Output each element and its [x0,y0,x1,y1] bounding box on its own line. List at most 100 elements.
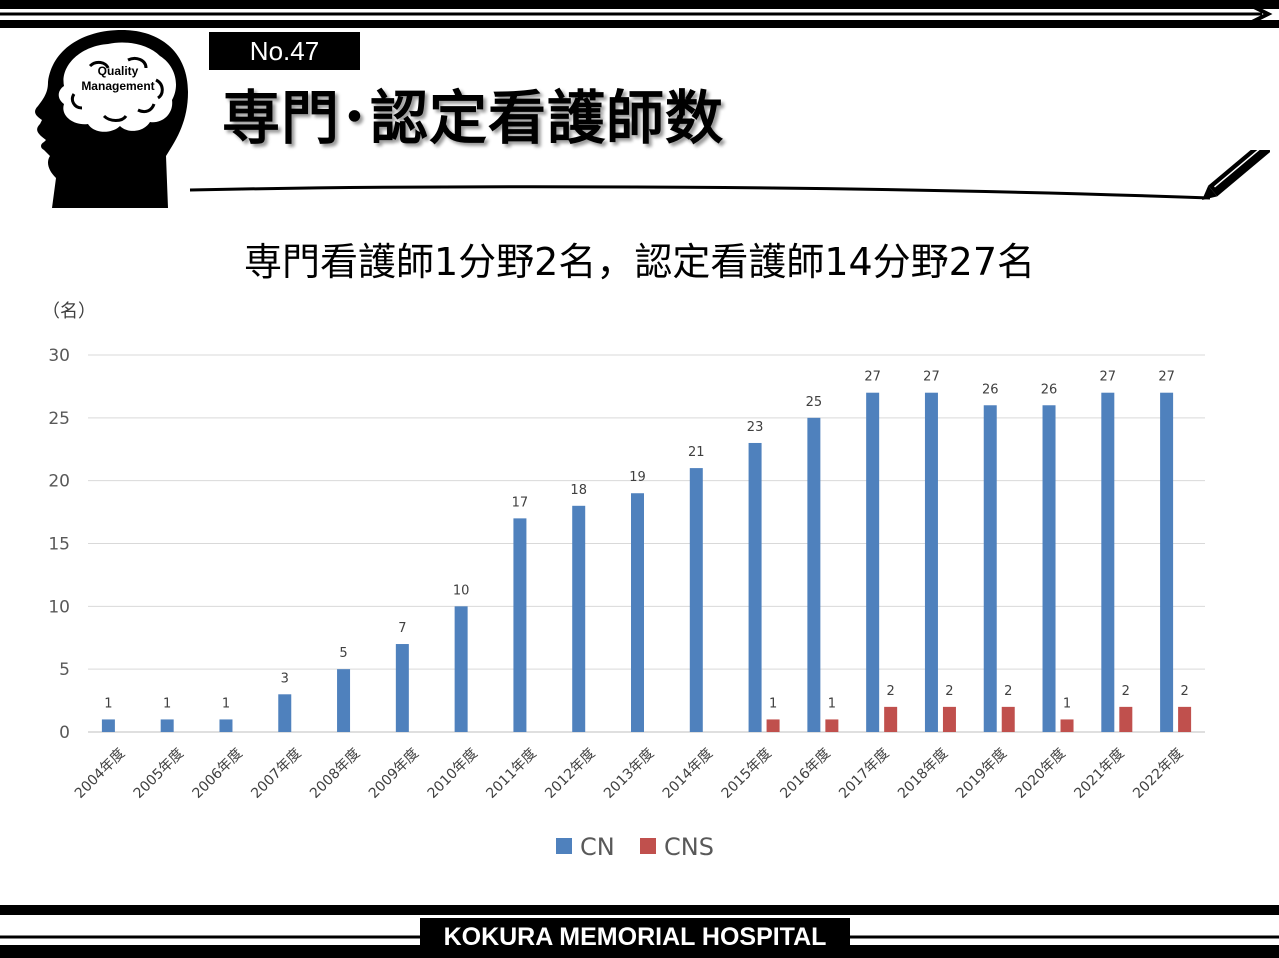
grid-lines [88,354,1205,733]
page-title: 専門･認定看護師数 [222,84,725,152]
y-tick-label: 25 [48,409,70,429]
data-label-cn: 27 [1158,370,1175,385]
x-tick-label: 2017年度 [836,746,892,802]
x-axis-ticks: 2004年度 2005年度 2006年度 2007年度 2008年度 2009年度 2010… [72,746,1187,802]
data-label-cn: 10 [453,583,470,598]
legend-swatch-cns [640,838,656,854]
x-tick-label: 2012年度 [542,746,598,802]
bars [101,392,1192,732]
y-axis-unit-label: （名） [42,301,96,322]
bar-cns [884,706,898,732]
data-label-cns: 1 [828,696,836,711]
bar-cns [825,719,839,732]
bar-cns [1178,706,1192,732]
data-label-cn: 17 [512,495,529,510]
y-tick-label: 10 [48,597,70,617]
bar-cn [748,442,762,732]
x-tick-label: 2016年度 [777,746,833,802]
bar-cns [766,719,780,732]
bar-cn [337,669,351,732]
x-tick-label: 2021年度 [1071,746,1127,802]
x-tick-label: 2011年度 [483,746,539,802]
data-label-cns: 1 [769,696,777,711]
legend: CN CNS [556,833,714,861]
bar-cn [924,392,938,732]
x-tick-label: 2018年度 [895,746,951,802]
x-tick-label: 2006年度 [189,746,245,802]
y-tick-label: 15 [48,535,70,555]
bar-cn [278,694,292,732]
x-tick-label: 2008年度 [307,746,363,802]
data-label-cn: 1 [104,696,112,711]
data-labels: 1 1 1 3 5 7 10 17 18 19 21 23 1 25 1 27 2 27 2 26 2 26 1 27 2 27 2 [104,370,1188,712]
x-tick-label: 2019年度 [954,746,1010,802]
bar-cn [219,719,233,732]
x-tick-label: 2004年度 [72,746,128,802]
x-tick-label: 2007年度 [248,746,304,802]
bar-cn [101,719,115,732]
bar-cn [513,518,527,732]
x-tick-label: 2022年度 [1130,746,1186,802]
data-label-cns: 2 [1004,684,1012,699]
legend-swatch-cn [556,838,572,854]
data-label-cns: 2 [945,684,953,699]
logo-text-line2: Management [81,79,154,93]
data-label-cn: 27 [1100,370,1117,385]
y-axis-ticks: 0 5 10 15 20 25 30 [48,346,70,743]
bar-cn [983,405,997,732]
data-label-cn: 5 [339,646,347,661]
bar-cns [942,706,956,732]
data-label-cn: 23 [747,420,764,435]
bar-cns [1060,719,1074,732]
title-underline-pencil [189,150,1270,200]
footer-hospital-name: KOKURA MEMORIAL HOSPITAL [420,918,850,956]
data-label-cns: 2 [1180,684,1188,699]
bar-cn [1042,405,1056,732]
bar-cn [1160,392,1174,732]
bar-cn [631,493,644,732]
y-tick-label: 20 [48,472,70,492]
bar-cn [160,719,174,732]
x-tick-label: 2020年度 [1013,746,1069,802]
x-tick-label: 2015年度 [719,746,775,802]
data-label-cn: 1 [163,696,171,711]
data-label-cns: 2 [1122,684,1130,699]
legend-label-cns: CNS [664,833,714,861]
data-label-cns: 1 [1063,696,1071,711]
data-label-cns: 2 [887,684,895,699]
data-label-cn: 27 [864,370,881,385]
x-tick-label: 2010年度 [425,746,481,802]
data-label-cn: 7 [398,621,406,636]
data-label-cn: 25 [806,395,823,410]
top-arrow-bar [0,0,1279,28]
bar-cn [807,417,821,732]
data-label-cn: 27 [923,370,940,385]
x-tick-label: 2009年度 [366,746,422,802]
data-label-cn: 19 [629,470,646,485]
chart-subtitle: 専門看護師1分野2名，認定看護師14分野27名 [243,240,1036,284]
data-label-cn: 3 [281,671,289,686]
number-badge: No.47 [209,32,360,70]
bar-cn [689,468,703,732]
data-label-cn: 26 [982,382,999,397]
bar-cn [1101,392,1115,732]
y-tick-label: 30 [48,346,70,366]
bar-cn [866,392,880,732]
bar-cn [395,644,409,732]
bar-cns [1119,706,1133,732]
bar-cn [572,505,586,732]
x-tick-label: 2005年度 [131,746,187,802]
data-label-cn: 21 [688,445,705,460]
bar-cns [1001,706,1015,732]
y-tick-label: 5 [59,660,70,680]
bar-cn [454,606,468,732]
head-silhouette-icon: Quality Management [35,30,189,208]
data-label-cn: 26 [1041,382,1058,397]
logo-text-line1: Quality [98,64,139,78]
x-tick-label: 2013年度 [601,746,657,802]
data-label-cn: 18 [570,483,587,498]
y-tick-label: 0 [59,723,70,743]
data-label-cn: 1 [222,696,230,711]
x-tick-label: 2014年度 [660,746,716,802]
